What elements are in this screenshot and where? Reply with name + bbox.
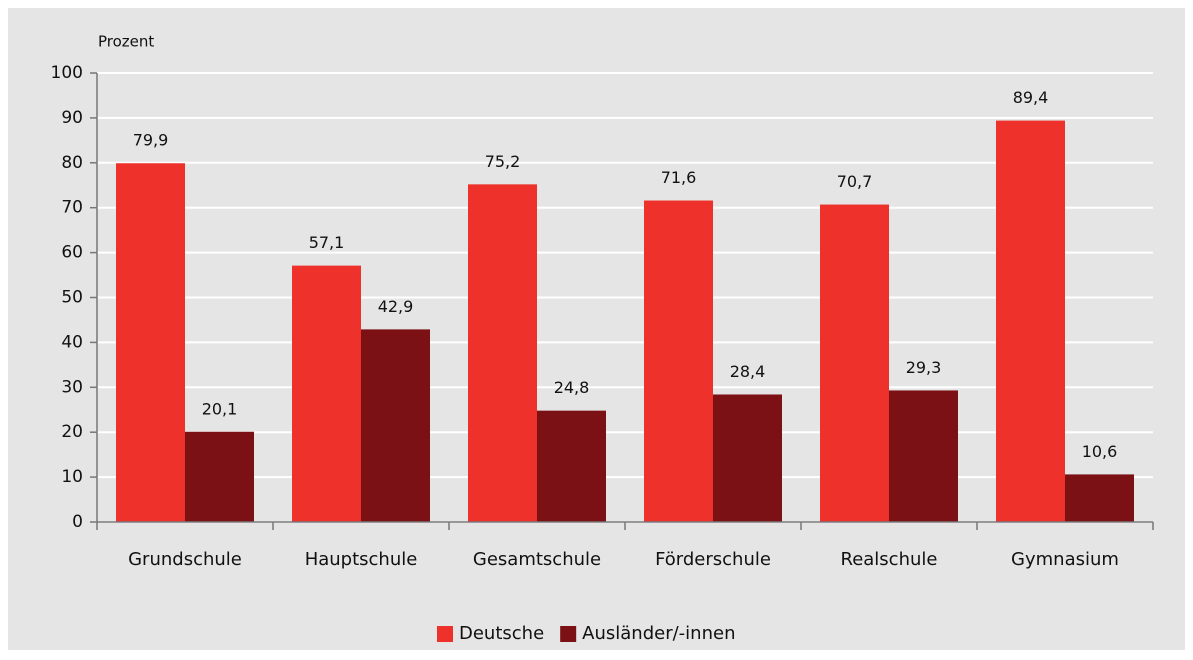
y-tick-label: 30 [61, 377, 83, 397]
bar [889, 390, 958, 522]
bar [116, 163, 185, 522]
legend-label: Ausländer/-innen [582, 623, 735, 644]
value-label: 29,3 [906, 358, 942, 377]
x-tick-label: Förderschule [655, 549, 771, 570]
x-tick-label: Grundschule [128, 549, 242, 570]
y-axis-label: Prozent [98, 33, 154, 51]
y-tick-label: 70 [61, 198, 83, 218]
y-tick-label: 20 [61, 422, 83, 442]
bar [820, 204, 889, 522]
y-tick-label: 60 [61, 243, 83, 263]
x-tick-label: Hauptschule [305, 549, 418, 570]
x-tick-label: Realschule [841, 549, 938, 570]
bar [185, 431, 254, 522]
value-label: 42,9 [378, 297, 414, 316]
y-tick-label: 0 [72, 512, 83, 532]
bar [292, 265, 361, 522]
y-tick-label: 50 [61, 288, 83, 308]
value-label: 24,8 [554, 378, 590, 397]
y-tick-label: 80 [61, 153, 83, 173]
y-tick-label: 40 [61, 332, 83, 352]
bar [713, 394, 782, 522]
bar [468, 184, 537, 523]
value-label: 57,1 [309, 233, 345, 252]
bar [996, 120, 1065, 523]
value-label: 75,2 [485, 152, 521, 171]
value-label: 10,6 [1082, 442, 1118, 461]
bar [1065, 474, 1134, 522]
value-label: 79,9 [133, 131, 169, 150]
bar [644, 200, 713, 523]
value-label: 20,1 [202, 399, 238, 418]
bar [361, 329, 430, 522]
y-tick-label: 100 [51, 63, 83, 83]
value-label: 89,4 [1013, 88, 1049, 107]
bar [537, 410, 606, 522]
chart-background [8, 8, 1185, 650]
y-tick-label: 10 [61, 467, 83, 487]
value-label: 71,6 [661, 168, 697, 187]
y-tick-label: 90 [61, 108, 83, 128]
value-label: 70,7 [837, 172, 873, 191]
x-tick-label: Gesamtschule [473, 549, 601, 570]
value-label: 28,4 [730, 362, 766, 381]
x-tick-label: Gymnasium [1011, 549, 1119, 570]
legend-label: Deutsche [459, 623, 544, 644]
legend-swatch [437, 626, 453, 642]
legend-swatch [560, 626, 577, 642]
